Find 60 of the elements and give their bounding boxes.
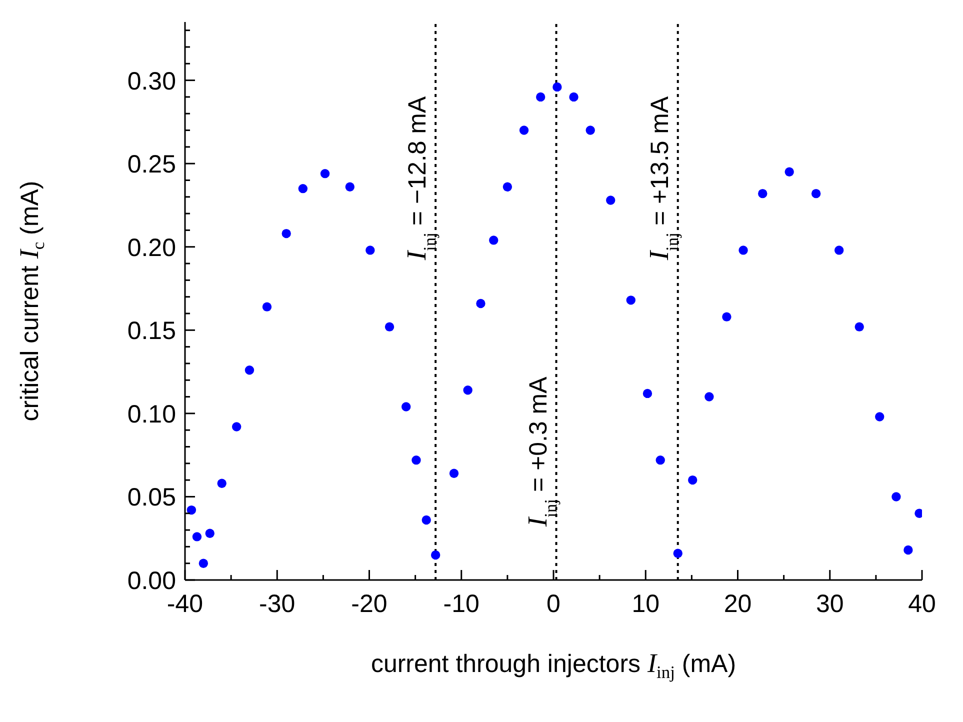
- y-tick-label: 0.15: [127, 317, 176, 346]
- y-tick-label: 0.30: [127, 67, 176, 96]
- point: [722, 312, 732, 322]
- point: [784, 167, 794, 177]
- y-tick-label: 0.10: [127, 400, 176, 428]
- point: [320, 168, 330, 178]
- point: [875, 412, 884, 422]
- point: [502, 182, 512, 192]
- point: [422, 515, 431, 525]
- point: [244, 366, 254, 375]
- x-tick-label: -30: [259, 590, 296, 618]
- point: [345, 182, 355, 192]
- point: [656, 455, 665, 465]
- x-tick-label: -10: [443, 590, 480, 618]
- y-tick-label: 0.25: [127, 150, 176, 179]
- point: [430, 550, 440, 560]
- point: [704, 392, 714, 402]
- x-tick-label: 40: [908, 590, 936, 618]
- point: [366, 246, 375, 255]
- point: [642, 388, 652, 398]
- point: [569, 92, 578, 102]
- point: [489, 236, 498, 245]
- y-tick-label: 0.20: [127, 234, 176, 262]
- point: [688, 475, 698, 485]
- point: [449, 468, 459, 478]
- x-tick-label: 0: [546, 590, 560, 618]
- point: [282, 228, 291, 238]
- y-tick-label: 0.05: [127, 484, 176, 512]
- x-tick-label: 30: [816, 590, 844, 618]
- point: [904, 545, 913, 555]
- point: [811, 188, 821, 198]
- point: [626, 296, 636, 305]
- point: [758, 188, 768, 198]
- point: [854, 322, 864, 332]
- point: [217, 478, 226, 488]
- point: [298, 184, 308, 194]
- point: [463, 386, 472, 395]
- point: [186, 505, 196, 515]
- x-tick-label: -20: [351, 590, 388, 618]
- point: [586, 126, 595, 135]
- point: [384, 322, 394, 332]
- point: [232, 422, 242, 432]
- x-axis-title: current through injectors I$_{inj}$ (mA): [370, 648, 736, 682]
- point: [476, 298, 486, 308]
- point: [552, 82, 562, 92]
- x-tick-label: 20: [724, 590, 752, 618]
- point: [198, 558, 208, 568]
- point: [606, 196, 616, 205]
- point: [519, 126, 529, 135]
- point: [205, 528, 214, 538]
- point: [673, 548, 682, 558]
- point: [892, 492, 901, 502]
- point: [834, 246, 844, 255]
- point: [412, 455, 421, 465]
- point: [262, 302, 272, 312]
- point: [536, 92, 546, 102]
- point: [192, 532, 202, 542]
- x-tick-label: 10: [632, 590, 660, 618]
- point: [402, 402, 411, 412]
- point: [738, 246, 748, 255]
